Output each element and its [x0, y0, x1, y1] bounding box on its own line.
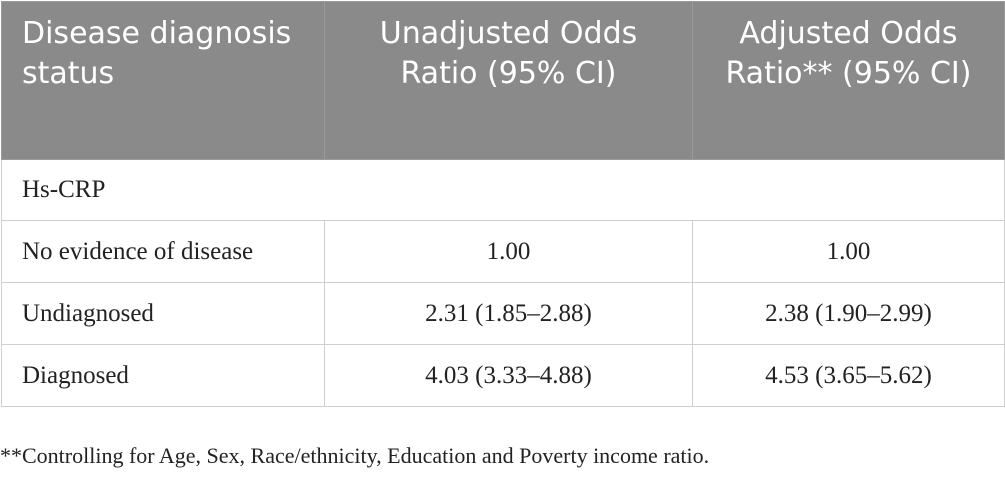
- table-row: Diagnosed 4.03 (3.33–4.88) 4.53 (3.65–5.…: [1, 344, 1005, 407]
- table-body: Hs-CRP No evidence of disease 1.00 1.00 …: [1, 159, 1005, 407]
- table-footnote: **Controlling for Age, Sex, Race/ethnici…: [0, 443, 710, 468]
- header-adjusted-or: Adjusted Odds Ratio** (95% CI): [692, 1, 1005, 160]
- cell-adjusted: 1.00: [692, 220, 1005, 283]
- cell-adjusted: 2.38 (1.90–2.99): [692, 282, 1005, 345]
- table-header: Disease diagnosis status Unadjusted Odds…: [1, 1, 1005, 160]
- cell-status: No evidence of disease: [1, 220, 325, 283]
- section-label-hs-crp: Hs-CRP: [1, 159, 1005, 221]
- section-row: Hs-CRP: [1, 159, 1005, 221]
- cell-unadjusted: 2.31 (1.85–2.88): [324, 282, 693, 345]
- header-unadjusted-or: Unadjusted Odds Ratio (95% CI): [324, 1, 693, 160]
- header-disease-status: Disease diagnosis status: [1, 1, 325, 160]
- odds-ratio-table-container: Disease diagnosis status Unadjusted Odds…: [1, 1, 1005, 407]
- table-row: Undiagnosed 2.31 (1.85–2.88) 2.38 (1.90–…: [1, 282, 1005, 345]
- cell-unadjusted: 1.00: [324, 220, 693, 283]
- table-row: No evidence of disease 1.00 1.00: [1, 220, 1005, 283]
- cell-unadjusted: 4.03 (3.33–4.88): [324, 344, 693, 407]
- odds-ratio-table: Disease diagnosis status Unadjusted Odds…: [1, 1, 1005, 407]
- cell-status: Undiagnosed: [1, 282, 325, 345]
- header-row: Disease diagnosis status Unadjusted Odds…: [1, 1, 1005, 160]
- cell-status: Diagnosed: [1, 344, 325, 407]
- cell-adjusted: 4.53 (3.65–5.62): [692, 344, 1005, 407]
